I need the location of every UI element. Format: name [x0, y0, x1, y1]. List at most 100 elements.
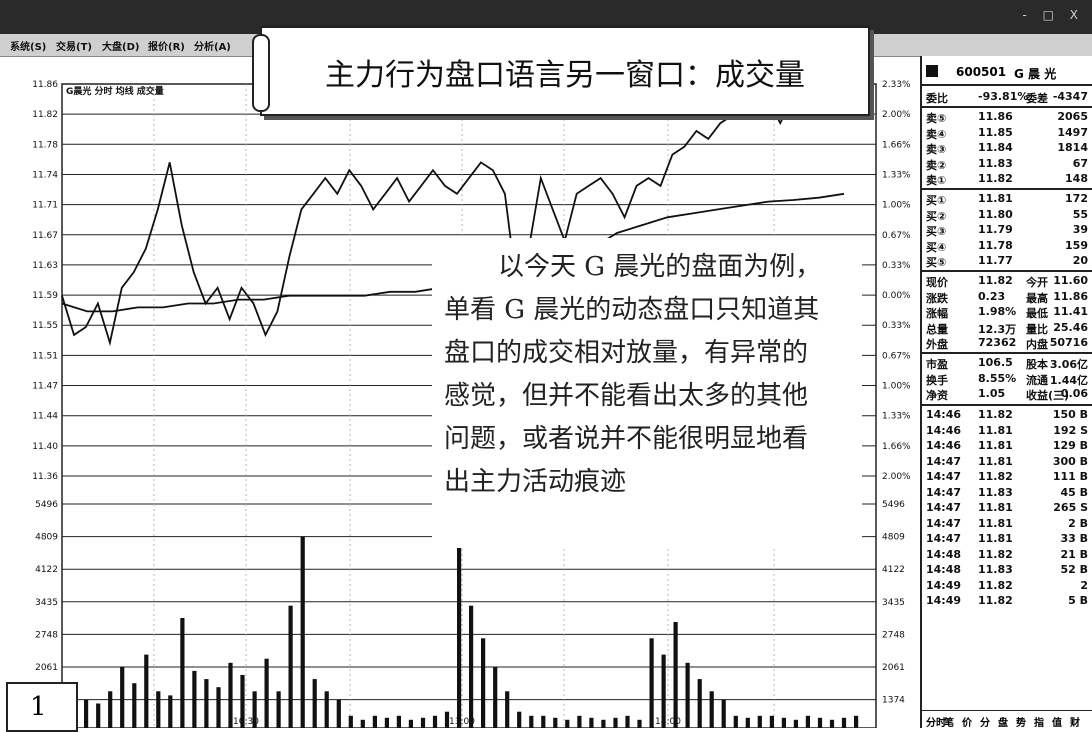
quote-row[interactable]: 卖③ 11.84 1814 [926, 141, 1090, 156]
right-tick-label: 1.66% [882, 442, 911, 452]
annotation-box: 以今天 G 晨光的盘面为例， 单看 G 晨光的动态盘口只知道其 盘口的成交相对放量，… [432, 238, 862, 548]
quote-row[interactable]: 14:46 11.81 129 B [926, 439, 1090, 454]
stat-label-2: 今开 [1026, 276, 1048, 289]
quote-row[interactable]: 14:49 11.82 5 B [926, 594, 1090, 609]
quote-row[interactable]: 买⑤ 11.77 20 [926, 254, 1090, 269]
volume-bar [745, 717, 750, 728]
quote-row[interactable]: 涨幅 1.98% 最低 11.41 [926, 305, 1090, 320]
volume-bar [541, 715, 546, 728]
panel-tab[interactable]: 财 [1070, 718, 1080, 729]
volume-bar [781, 717, 786, 728]
volume-bar [300, 536, 305, 728]
left-tick-label: 11.82 [32, 110, 58, 120]
volume-bar [721, 699, 726, 728]
tick-price: 11.83 [978, 563, 1013, 576]
quote-row[interactable]: 14:46 11.81 192 S [926, 424, 1090, 439]
bid-volume: 20 [1072, 254, 1088, 267]
quote-row[interactable]: 14:48 11.83 52 B [926, 563, 1090, 578]
volume-bar [637, 719, 642, 728]
quote-row[interactable]: 14:47 11.81 2 B [926, 517, 1090, 532]
fund-value: 8.55% [978, 371, 1017, 385]
quote-row[interactable]: 14:47 11.82 111 B [926, 470, 1090, 485]
quote-row[interactable]: 买① 11.81 172 [926, 192, 1090, 207]
volume-bar [481, 638, 486, 728]
volume-bar [120, 666, 125, 728]
stock-header: 600501 G 晨 光 [922, 62, 1092, 86]
quote-row[interactable]: 14:49 11.82 2 [926, 579, 1090, 594]
ask-price: 11.85 [978, 125, 1013, 139]
volume-bar [469, 605, 474, 728]
bid-price: 11.81 [978, 192, 1013, 205]
panel-tab[interactable]: 盘 [998, 718, 1008, 729]
tick-price: 11.81 [978, 439, 1013, 452]
quote-row[interactable]: 市盈 106.5 股本 3.06亿 [926, 356, 1090, 371]
stat-value-2: 11.86 [1053, 289, 1088, 303]
quote-row[interactable]: 14:46 11.82 150 B [926, 408, 1090, 423]
menu-item[interactable]: 交易(T) [56, 42, 92, 53]
menu-item[interactable]: 系统(S) [10, 42, 47, 53]
quote-row[interactable]: 委比 -93.81% 委差 -4347 [926, 90, 1090, 105]
quote-row[interactable]: 净资 1.05 收益(三) 0.06 [926, 387, 1090, 402]
ask-label: 卖① [926, 174, 947, 187]
volume-bar [108, 691, 113, 728]
quote-row[interactable]: 14:47 11.83 45 B [926, 486, 1090, 501]
stat-label: 外盘 [926, 338, 948, 351]
tick-volume: 52 B [1060, 563, 1088, 576]
ratio-value: -93.81% [978, 90, 1029, 103]
left-tick-label: 11.78 [32, 140, 58, 150]
volume-right-tick: 5496 [882, 500, 905, 510]
right-tick-label: 0.00% [882, 291, 911, 301]
volume-bar [96, 703, 101, 728]
panel-tab[interactable]: 值 [1052, 718, 1062, 729]
panel-tab[interactable]: 分 [980, 718, 990, 729]
panel-divider [922, 106, 1092, 108]
panel-tab[interactable]: 指 [1034, 718, 1044, 729]
quote-row[interactable]: 卖① 11.82 148 [926, 172, 1090, 187]
ask-volume: 67 [1072, 156, 1088, 170]
banner-text: 主力行为盘口语言另一窗口：成交量 [325, 58, 805, 93]
menu-item[interactable]: 大盘(D) [102, 42, 140, 53]
volume-bar [457, 507, 462, 728]
volume-bar [216, 687, 221, 728]
menu-item[interactable]: 分析(A) [194, 42, 231, 53]
quote-row[interactable]: 买③ 11.79 39 [926, 223, 1090, 238]
quote-row[interactable]: 14:48 11.82 21 B [926, 548, 1090, 563]
quote-row[interactable]: 卖④ 11.85 1497 [926, 126, 1090, 141]
stat-value-2: 11.41 [1053, 305, 1088, 318]
quote-row[interactable]: 卖⑤ 11.86 2065 [926, 110, 1090, 125]
bid-volume: 159 [1065, 238, 1088, 252]
volume-bar [817, 717, 823, 728]
quote-row[interactable]: 换手 8.55% 流通 1.44亿 [926, 372, 1090, 387]
quote-row[interactable]: 14:47 11.81 265 S [926, 501, 1090, 516]
volume-bar [192, 670, 197, 728]
menu-item[interactable]: 报价(R) [148, 42, 185, 53]
quote-row[interactable]: 现价 11.82 今开 11.60 [926, 274, 1090, 289]
quote-row[interactable]: 总量 12.3万 量比 25.46 [926, 321, 1090, 336]
window-controls[interactable]: - □ X [1022, 8, 1084, 22]
right-tick-label: 0.67% [882, 231, 911, 241]
tick-time: 14:47 [926, 516, 962, 530]
quote-row[interactable]: 14:47 11.81 300 B [926, 455, 1090, 470]
tick-volume: 150 B [1052, 408, 1088, 421]
panel-tab[interactable]: 分时 [926, 718, 946, 729]
fund-label-2: 股本 [1026, 358, 1048, 371]
quote-row[interactable]: 涨跌 0.23 最高 11.86 [926, 290, 1090, 305]
quote-row[interactable]: 14:47 11.81 33 B [926, 532, 1090, 547]
tick-volume: 129 B [1052, 439, 1088, 452]
panel-tab[interactable]: 笔 [944, 718, 954, 729]
volume-bar [685, 662, 690, 728]
quote-row[interactable]: 卖② 11.83 67 [926, 157, 1090, 172]
volume-bar [757, 715, 762, 728]
annotation-line: 出主力活动痕迹 [444, 467, 627, 497]
left-tick-label: 11.63 [32, 261, 58, 271]
annotation-line: 感觉，但并不能看出太多的其他 [444, 381, 809, 411]
quote-row[interactable]: 外盘 72362 内盘 50716 [926, 336, 1090, 351]
quote-row[interactable]: 买④ 11.78 159 [926, 239, 1090, 254]
tick-time: 14:47 [926, 470, 962, 483]
volume-bar [384, 717, 389, 728]
panel-tab[interactable]: 势 [1016, 718, 1026, 729]
quote-row[interactable]: 买② 11.80 55 [926, 208, 1090, 223]
panel-tab[interactable]: 价 [962, 718, 972, 729]
bid-volume: 55 [1072, 207, 1088, 221]
volume-bar [396, 715, 401, 728]
